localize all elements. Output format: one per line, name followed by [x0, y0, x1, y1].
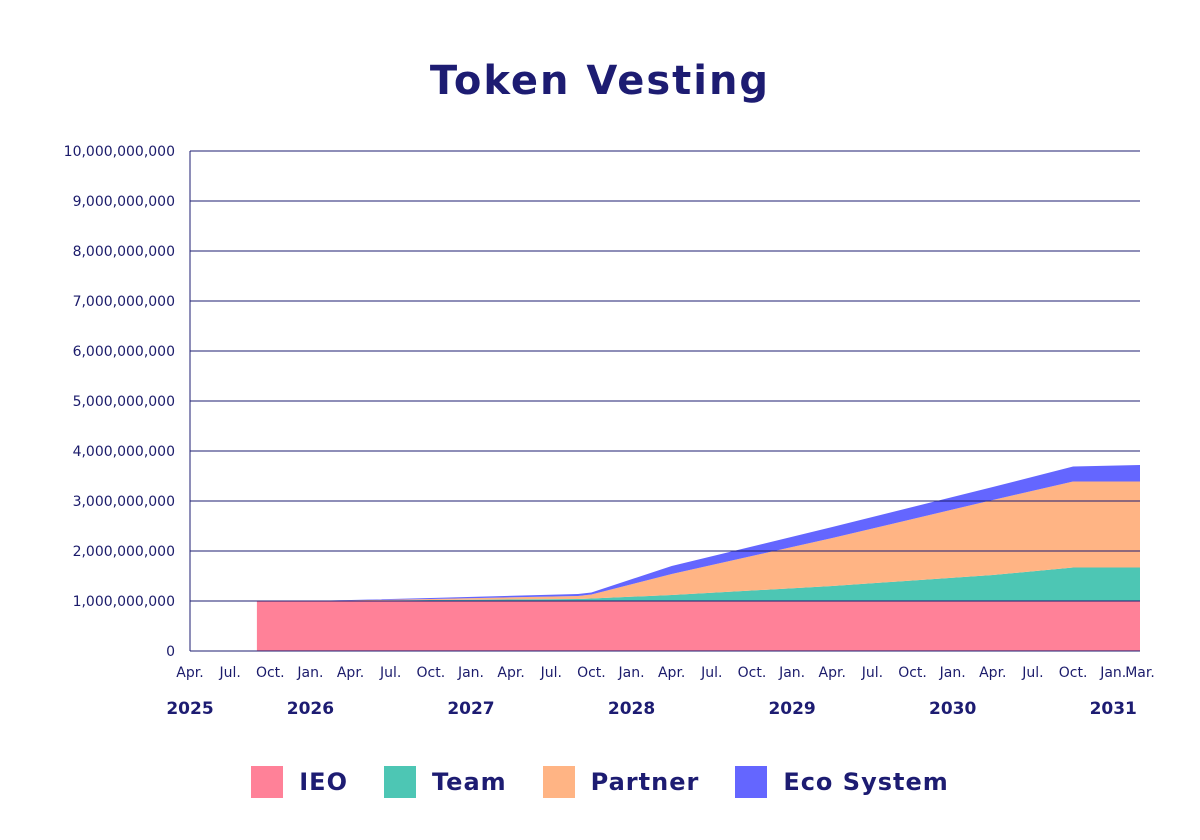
y-tick-label: 3,000,000,000: [73, 494, 175, 510]
y-tick-label: 2,000,000,000: [73, 544, 175, 560]
legend: IEO Team Partner Eco System: [0, 766, 1200, 798]
legend-label-team: Team: [431, 768, 507, 796]
x-tick-label: Jul.: [218, 665, 240, 681]
x-axis-years: 2025 2026 2027 2028 2029 2030 2031: [166, 699, 1137, 719]
x-tick-label: Jul.: [379, 665, 401, 681]
area-team: [256, 567, 1140, 601]
x-tick-label: Jul.: [700, 665, 722, 681]
x-tick-label: Jul.: [540, 665, 562, 681]
x-tick-label: Apr.: [176, 665, 203, 681]
x-tick-label: Oct.: [577, 665, 606, 681]
gridlines: [189, 150, 1140, 652]
x-year-label: 2026: [287, 699, 334, 719]
area-partner: [256, 481, 1140, 601]
x-tick-label: Mar.: [1125, 665, 1155, 681]
x-tick-label: Oct.: [256, 665, 285, 681]
x-tick-label: Apr.: [337, 665, 364, 681]
x-tick-label: Jul.: [1021, 665, 1043, 681]
x-axis-ticks: Apr. Jul. Oct. Jan. Apr. Jul. Oct. Jan. Apr. Jul.…: [176, 665, 1154, 681]
x-tick-label: Apr.: [497, 665, 524, 681]
chart-title: Token Vesting: [429, 58, 771, 104]
x-tick-label: Oct.: [898, 665, 927, 681]
x-tick-label: Jan.: [939, 665, 966, 681]
legend-swatch-ieo: [251, 766, 284, 798]
y-tick-label: 4,000,000,000: [73, 444, 175, 460]
x-tick-label: Jan.: [457, 665, 484, 681]
x-tick-label: Apr.: [658, 665, 685, 681]
legend-item-eco-system: Eco System: [735, 766, 948, 798]
x-tick-label: Jan.: [618, 665, 645, 681]
x-tick-label: Apr.: [979, 665, 1006, 681]
y-tick-label: 8,000,000,000: [73, 244, 175, 260]
legend-item-ieo: IEO: [251, 766, 348, 798]
x-tick-label: Jan.: [1099, 665, 1126, 681]
legend-label-partner: Partner: [590, 768, 700, 796]
y-tick-label: 9,000,000,000: [73, 194, 175, 210]
area-series-group: [256, 465, 1140, 651]
x-year-label: 2027: [447, 699, 494, 719]
x-year-label: 2029: [768, 699, 815, 719]
y-tick-label: 7,000,000,000: [73, 294, 175, 310]
x-year-label: 2031: [1090, 699, 1137, 719]
x-year-label: 2028: [608, 699, 655, 719]
y-axis-ticks: 0 1,000,000,000 2,000,000,000 3,000,000,000…: [64, 144, 175, 660]
y-tick-label: 5,000,000,000: [73, 394, 175, 410]
x-tick-label: Apr.: [819, 665, 846, 681]
x-tick-label: Oct.: [738, 665, 767, 681]
x-year-label: 2025: [166, 699, 213, 719]
legend-label-eco-system: Eco System: [783, 768, 949, 796]
legend-item-team: Team: [383, 766, 507, 798]
x-tick-label: Oct.: [1059, 665, 1088, 681]
area-ieo: [256, 601, 1140, 651]
legend-swatch-partner: [542, 766, 575, 798]
y-tick-label: 1,000,000,000: [73, 594, 175, 610]
y-tick-label: 0: [166, 644, 175, 660]
y-tick-label: 10,000,000,000: [64, 144, 175, 160]
x-year-label: 2030: [929, 699, 976, 719]
legend-item-partner: Partner: [542, 766, 700, 798]
area-eco-system: [256, 465, 1140, 601]
x-tick-label: Oct.: [417, 665, 446, 681]
legend-swatch-eco-system: [735, 766, 768, 798]
y-tick-label: 6,000,000,000: [73, 344, 175, 360]
legend-label-ieo: IEO: [299, 768, 348, 796]
x-tick-label: Jan.: [778, 665, 805, 681]
x-tick-label: Jan.: [296, 665, 323, 681]
x-tick-label: Jul.: [861, 665, 883, 681]
legend-swatch-team: [383, 766, 416, 798]
